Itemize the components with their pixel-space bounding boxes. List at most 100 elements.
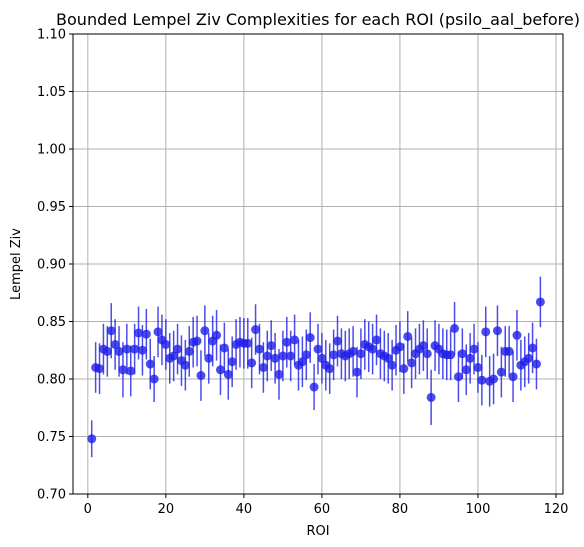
data-point: [258, 363, 268, 372]
data-point: [173, 344, 183, 354]
data-point: [492, 326, 502, 336]
tick-labels: 0 20 40 60 80 100 120 0.70 0.75 0.80 0.85 0.90 0.95 1…: [37, 28, 568, 518]
data-point: [301, 350, 311, 360]
y-tick-label: 0.75: [37, 430, 66, 445]
y-tick-label: 1.05: [37, 85, 66, 100]
data-point: [395, 342, 405, 352]
data-point: [110, 340, 120, 349]
data-point: [329, 350, 339, 360]
data-point: [141, 329, 151, 339]
data-point: [223, 369, 233, 379]
data-point: [87, 434, 97, 444]
data-point: [95, 364, 105, 374]
data-point: [297, 357, 307, 367]
y-tick-label: 1.10: [37, 28, 66, 43]
x-tick-label: 40: [236, 502, 253, 517]
data-point: [219, 343, 229, 353]
data-point: [192, 336, 202, 346]
data-point: [372, 335, 382, 345]
data-point: [305, 333, 315, 343]
data-point: [153, 327, 163, 337]
data-point: [317, 353, 327, 363]
data-point: [126, 366, 136, 376]
data-point: [504, 346, 514, 356]
x-tick-label: 80: [392, 502, 409, 517]
data-series: [87, 276, 545, 458]
data-point: [106, 326, 116, 336]
data-point: [403, 331, 413, 341]
data-point: [290, 335, 300, 345]
data-point: [473, 363, 483, 372]
data-point: [118, 365, 128, 375]
data-point: [254, 344, 264, 354]
x-tick-label: 60: [314, 502, 331, 517]
data-point: [477, 375, 487, 385]
data-point: [200, 326, 210, 336]
data-point: [169, 351, 179, 361]
data-point: [145, 359, 155, 369]
data-point: [122, 344, 132, 354]
data-point: [457, 349, 467, 359]
data-point: [184, 346, 194, 356]
data-point: [528, 343, 538, 353]
data-point: [251, 325, 261, 335]
data-point: [446, 350, 456, 360]
x-tick-label: 120: [544, 502, 569, 517]
x-tick-label: 0: [84, 502, 92, 517]
data-point: [535, 297, 545, 307]
data-point: [137, 345, 147, 355]
data-point: [212, 330, 222, 340]
data-point: [286, 351, 296, 361]
data-point: [356, 349, 366, 359]
data-point: [333, 336, 343, 346]
data-point: [348, 346, 358, 356]
data-point: [204, 353, 214, 363]
y-axis-label: Lempel Ziv: [9, 228, 24, 300]
data-point: [247, 358, 257, 368]
data-point: [407, 358, 417, 368]
y-tick-label: 1.00: [37, 143, 66, 158]
data-point: [508, 372, 518, 382]
data-point: [426, 392, 436, 402]
data-point: [309, 382, 319, 392]
data-point: [524, 353, 534, 363]
data-point: [461, 365, 471, 375]
data-point: [278, 351, 288, 361]
data-point: [465, 353, 475, 363]
data-point: [531, 359, 541, 369]
data-point: [215, 365, 225, 375]
data-point: [134, 328, 144, 338]
data-point: [114, 346, 124, 356]
data-point: [469, 344, 479, 354]
data-point: [130, 344, 140, 354]
data-point: [489, 374, 499, 384]
data-point: [243, 338, 253, 348]
data-point: [481, 327, 491, 337]
grid-lines: [73, 33, 563, 495]
y-tick-label: 0.70: [37, 488, 66, 503]
data-point: [399, 364, 409, 374]
y-tick-label: 0.90: [37, 258, 66, 273]
data-point: [313, 344, 323, 354]
data-point: [161, 340, 171, 349]
data-point: [383, 353, 393, 363]
data-point: [274, 369, 284, 379]
data-point: [450, 323, 460, 333]
y-tick-label: 0.80: [37, 373, 66, 388]
data-point: [368, 344, 378, 354]
data-point: [102, 346, 112, 356]
y-tick-label: 0.95: [37, 200, 66, 215]
data-point: [387, 360, 397, 370]
data-point: [149, 374, 159, 384]
x-tick-label: 20: [158, 502, 175, 517]
data-point: [262, 351, 272, 361]
data-point: [325, 364, 335, 374]
data-point: [496, 367, 506, 377]
data-point: [418, 341, 428, 351]
data-point: [282, 337, 292, 347]
x-axis-label: ROI: [306, 524, 329, 539]
data-point: [266, 341, 276, 351]
data-point: [512, 330, 522, 340]
chart-title: Bounded Lempel Ziv Complexities for each…: [56, 10, 580, 30]
